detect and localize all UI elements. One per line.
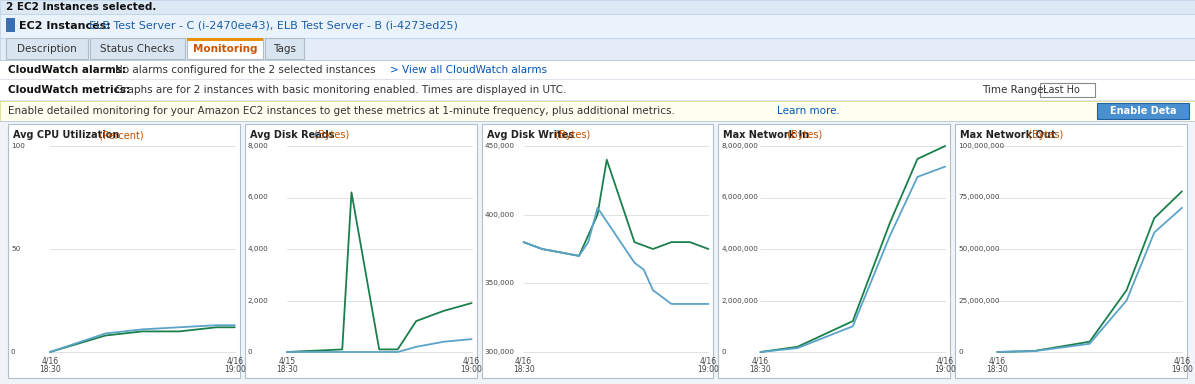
Bar <box>265 38 304 59</box>
Text: 4,000,000: 4,000,000 <box>722 246 759 252</box>
Text: 0: 0 <box>722 349 727 355</box>
Text: 4/16: 4/16 <box>462 356 480 366</box>
Text: 19:00: 19:00 <box>1171 364 1193 374</box>
Text: 450,000: 450,000 <box>485 143 515 149</box>
Text: 8,000: 8,000 <box>247 143 269 149</box>
Text: ELB Test Server - C (i-2470ee43), ELB Test Server - B (i-4273ed25): ELB Test Server - C (i-2470ee43), ELB Te… <box>88 21 458 31</box>
Text: EC2 Instances:: EC2 Instances: <box>19 21 111 31</box>
Bar <box>90 38 185 59</box>
Bar <box>245 124 477 378</box>
Text: Max Network Out: Max Network Out <box>961 130 1055 140</box>
Text: (Bytes): (Bytes) <box>784 130 822 140</box>
Text: 4/16: 4/16 <box>1173 356 1190 366</box>
Text: 6,000,000: 6,000,000 <box>722 195 759 200</box>
Text: 4/16: 4/16 <box>752 356 768 366</box>
Bar <box>0 121 1195 122</box>
Text: CloudWatch alarms:: CloudWatch alarms: <box>8 65 125 75</box>
Text: > View all CloudWatch alarms: > View all CloudWatch alarms <box>390 65 547 75</box>
Text: 6,000: 6,000 <box>247 195 269 200</box>
Text: 2,000: 2,000 <box>247 298 269 303</box>
Text: Status Checks: Status Checks <box>100 45 174 55</box>
Text: Avg CPU Utilization: Avg CPU Utilization <box>13 130 120 140</box>
Text: Enable detailed monitoring for your Amazon EC2 instances to get these metrics at: Enable detailed monitoring for your Amaz… <box>8 106 675 116</box>
Text: 0: 0 <box>11 349 16 355</box>
Text: No alarms configured for the 2 selected instances: No alarms configured for the 2 selected … <box>115 65 375 75</box>
Text: 4/16: 4/16 <box>515 356 532 366</box>
Text: Description: Description <box>17 45 76 55</box>
Text: 2 EC2 Instances selected.: 2 EC2 Instances selected. <box>6 2 157 12</box>
Text: 100: 100 <box>11 143 25 149</box>
Text: 19:00: 19:00 <box>223 364 246 374</box>
Text: 4/16: 4/16 <box>226 356 244 366</box>
Text: 18:30: 18:30 <box>986 364 1009 374</box>
Bar <box>0 100 1195 101</box>
Text: 350,000: 350,000 <box>485 280 515 286</box>
Text: 0: 0 <box>247 349 252 355</box>
Bar <box>0 60 1195 61</box>
Bar <box>0 14 1195 38</box>
Text: 4/16: 4/16 <box>700 356 717 366</box>
Text: Learn more.: Learn more. <box>777 106 840 116</box>
Bar <box>955 124 1187 378</box>
Text: Avg Disk Writes: Avg Disk Writes <box>486 130 574 140</box>
Text: 4,000: 4,000 <box>247 246 269 252</box>
Bar <box>186 38 263 40</box>
Text: 4/16: 4/16 <box>937 356 954 366</box>
Text: CloudWatch metrics:: CloudWatch metrics: <box>8 85 130 95</box>
Bar <box>482 124 713 378</box>
Text: 18:30: 18:30 <box>39 364 61 374</box>
Text: (Percent): (Percent) <box>96 130 143 140</box>
Text: Monitoring: Monitoring <box>192 45 257 55</box>
Text: (Bytes): (Bytes) <box>311 130 349 140</box>
Text: (Bytes): (Bytes) <box>552 130 590 140</box>
Bar <box>186 38 263 59</box>
Bar <box>1097 103 1189 119</box>
Text: 4/16: 4/16 <box>988 356 1006 366</box>
Text: 50,000,000: 50,000,000 <box>958 246 1000 252</box>
Text: 300,000: 300,000 <box>485 349 515 355</box>
Text: 0: 0 <box>958 349 963 355</box>
Text: Last Ho: Last Ho <box>1043 85 1080 95</box>
Bar <box>718 124 950 378</box>
Text: Tags: Tags <box>272 45 295 55</box>
Text: Graphs are for 2 instances with basic monitoring enabled. Times are displayed in: Graphs are for 2 instances with basic mo… <box>115 85 566 95</box>
Bar <box>0 79 1195 80</box>
Bar <box>0 80 1195 100</box>
Text: Avg Disk Reads: Avg Disk Reads <box>250 130 335 140</box>
Text: 2,000,000: 2,000,000 <box>722 298 759 303</box>
Text: 19:00: 19:00 <box>934 364 956 374</box>
Text: 400,000: 400,000 <box>485 212 515 218</box>
Text: 75,000,000: 75,000,000 <box>958 195 1000 200</box>
Bar <box>0 0 1195 14</box>
Bar <box>6 38 88 59</box>
Text: 8,000,000: 8,000,000 <box>722 143 759 149</box>
Text: 19:00: 19:00 <box>460 364 483 374</box>
Text: 25,000,000: 25,000,000 <box>958 298 1000 303</box>
Text: 4/15: 4/15 <box>278 356 295 366</box>
Text: Enable Deta: Enable Deta <box>1110 106 1176 116</box>
Bar <box>6 18 16 32</box>
Bar <box>0 38 1195 60</box>
Text: 4/16: 4/16 <box>42 356 59 366</box>
Text: 18:30: 18:30 <box>276 364 298 374</box>
Bar <box>0 101 1195 121</box>
Text: 19:00: 19:00 <box>698 364 719 374</box>
Text: Time Range:: Time Range: <box>982 85 1047 95</box>
Text: (Bytes): (Bytes) <box>1025 130 1064 140</box>
Text: 50: 50 <box>11 246 20 252</box>
Text: 100,000,000: 100,000,000 <box>958 143 1004 149</box>
Text: Max Network In: Max Network In <box>723 130 809 140</box>
Bar <box>0 61 1195 79</box>
Bar <box>8 124 240 378</box>
Text: 18:30: 18:30 <box>749 364 771 374</box>
Text: 18:30: 18:30 <box>513 364 534 374</box>
Bar <box>1040 83 1095 97</box>
